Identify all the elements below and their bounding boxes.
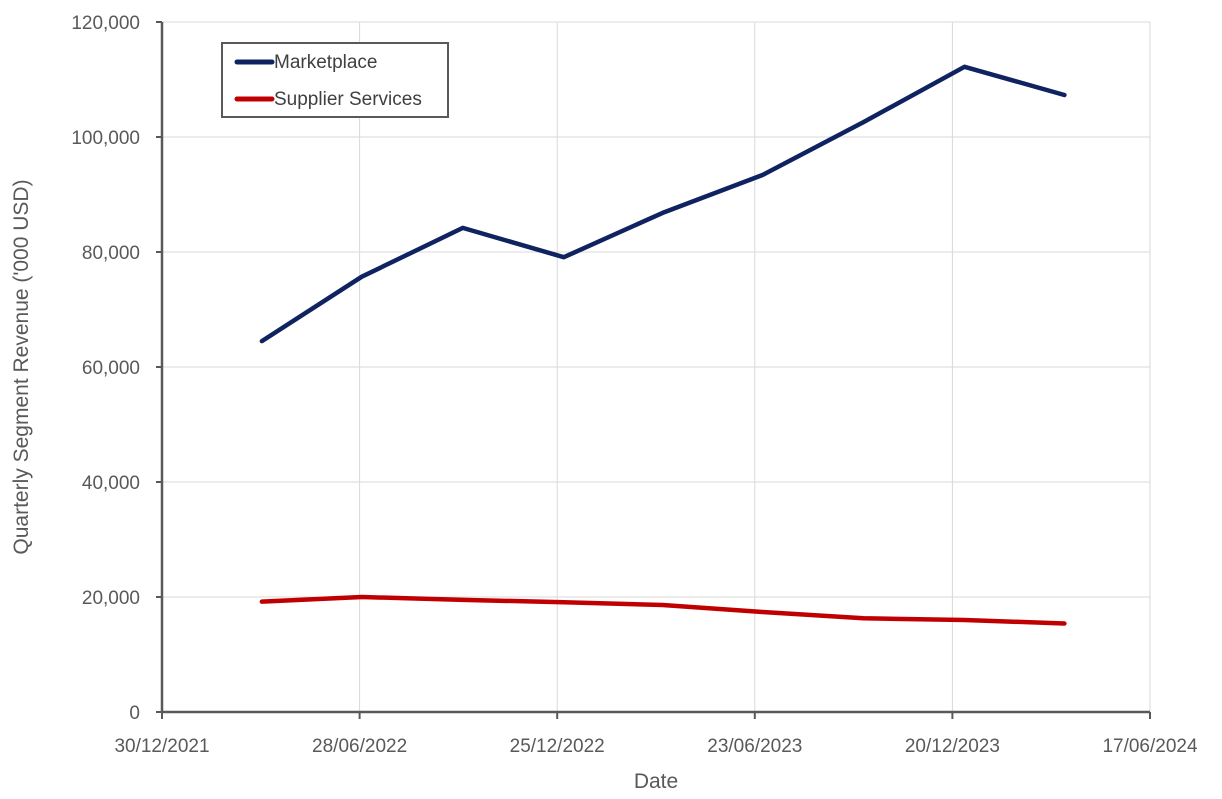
legend-box	[221, 42, 449, 118]
y-tick-label: 40,000	[82, 473, 140, 494]
x-tick-label: 25/12/2022	[510, 736, 605, 757]
legend-item-marketplace: Marketplace	[234, 52, 378, 73]
series-line-supplier-services	[259, 594, 1067, 626]
x-axis-tick-labels: 30/12/2021 28/06/2022 25/12/2022 23/06/2023…	[114, 736, 1198, 757]
gridlines	[162, 21, 1151, 712]
y-axis-title: Quarterly Segment Revenue ('000 USD)	[10, 179, 33, 554]
y-tick-label: 120,000	[71, 13, 140, 34]
y-axis-tick-labels: 0 20,000 40,000 60,000 80,000 100,000 120,000	[71, 13, 140, 724]
y-tick-label: 0	[129, 703, 140, 724]
x-tick-label: 23/06/2023	[707, 736, 802, 757]
y-tick-label: 20,000	[82, 588, 140, 609]
axes	[156, 21, 1151, 719]
x-tick-label: 30/12/2021	[114, 736, 209, 757]
x-tick-label: 17/06/2024	[1102, 736, 1198, 757]
y-tick-label: 80,000	[82, 243, 140, 264]
x-axis-title: Date	[634, 770, 678, 793]
y-tick-label: 60,000	[82, 358, 140, 379]
series-lines	[259, 64, 1067, 626]
series-line-marketplace	[259, 64, 1067, 344]
y-tick-label: 100,000	[71, 128, 140, 149]
legend: Marketplace Supplier Services	[221, 42, 449, 118]
legend-label-marketplace: Marketplace	[274, 52, 378, 73]
x-tick-label: 20/12/2023	[905, 736, 1000, 757]
x-tick-label: 28/06/2022	[312, 736, 407, 757]
legend-item-supplier-services: Supplier Services	[234, 89, 422, 110]
legend-label-supplier-services: Supplier Services	[274, 89, 422, 110]
